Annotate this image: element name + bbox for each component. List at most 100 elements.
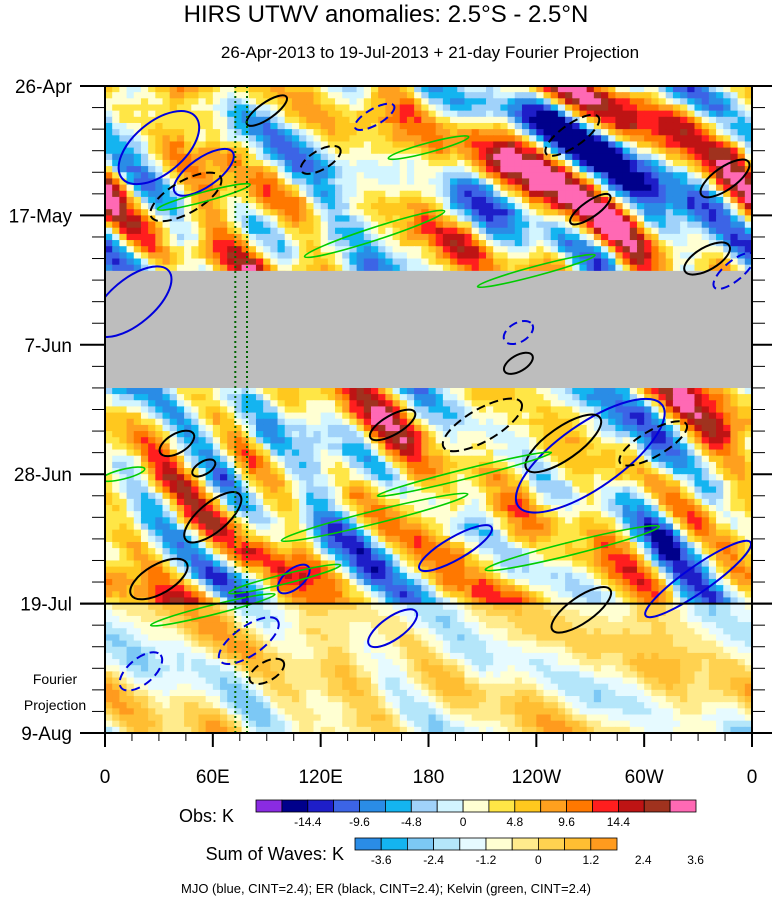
heatmap-cell	[486, 92, 494, 99]
heatmap-cell	[457, 172, 466, 180]
heatmap-cell	[263, 129, 271, 136]
heatmap-cell	[608, 104, 617, 112]
heatmap-cell	[140, 92, 149, 99]
heatmap-cell	[572, 184, 581, 192]
heatmap-cell	[342, 221, 351, 229]
heatmap-cell	[557, 394, 566, 401]
heatmap-cell	[248, 215, 257, 223]
heatmap-cell	[255, 135, 264, 143]
heatmap-cell	[737, 209, 746, 216]
heatmap-cell	[270, 227, 279, 235]
heatmap-cell	[622, 172, 631, 180]
heatmap-cell	[550, 264, 559, 272]
heatmap-cell	[737, 92, 746, 99]
heatmap-cell	[478, 153, 487, 161]
heatmap-cell	[493, 184, 501, 192]
heatmap-cell	[442, 221, 451, 229]
heatmap-cell	[737, 233, 746, 241]
heatmap-cell	[234, 400, 243, 408]
heatmap-cell	[536, 387, 545, 395]
heatmap-cell	[399, 246, 408, 253]
heatmap-cell	[291, 215, 300, 223]
heatmap-cell	[672, 203, 681, 210]
heatmap-cell	[450, 406, 458, 414]
heatmap-cell	[665, 233, 674, 241]
heatmap-cell	[471, 104, 480, 112]
heatmap-cell	[708, 246, 717, 253]
heatmap-cell	[399, 92, 408, 99]
heatmap-cell	[313, 92, 322, 99]
heatmap-cell	[622, 418, 631, 426]
heatmap-cell	[169, 209, 178, 216]
heatmap-cell	[572, 264, 581, 272]
heatmap-cell	[176, 166, 185, 173]
heatmap-cell	[557, 412, 566, 420]
heatmap-cell	[478, 215, 487, 223]
heatmap-cell	[198, 116, 207, 124]
heatmap-cell	[536, 215, 545, 223]
heatmap-cell	[148, 424, 156, 432]
heatmap-cell	[299, 209, 307, 216]
heatmap-cell	[378, 104, 386, 112]
heatmap-cell	[378, 178, 386, 186]
heatmap-cell	[493, 122, 501, 130]
heatmap-cell	[126, 400, 135, 408]
heatmap-cell	[651, 122, 660, 130]
heatmap-cell	[184, 110, 192, 118]
heatmap-cell	[442, 190, 451, 198]
heatmap-cell	[105, 184, 113, 192]
heatmap-cell	[220, 98, 228, 106]
heatmap-cell	[169, 406, 178, 414]
heatmap-cell	[629, 221, 638, 229]
heatmap-cell	[557, 227, 566, 235]
heatmap-cell	[723, 196, 732, 204]
heatmap-cell	[392, 104, 401, 112]
heatmap-cell	[730, 104, 739, 112]
heatmap-cell	[500, 129, 509, 136]
heatmap-cell	[356, 110, 365, 118]
heatmap-cell	[435, 172, 444, 180]
heatmap-cell	[220, 227, 228, 235]
heatmap-cell	[723, 166, 732, 173]
heatmap-cell	[550, 178, 559, 186]
heatmap-cell	[169, 246, 178, 253]
heatmap-cell	[601, 209, 609, 216]
heatmap-cell	[550, 159, 559, 167]
heatmap-cell	[327, 203, 336, 210]
heatmap-cell	[234, 258, 243, 266]
heatmap-cell	[744, 196, 752, 204]
heatmap-cell	[543, 178, 552, 186]
heatmap-cell	[155, 406, 164, 414]
heatmap-cell	[478, 406, 487, 414]
heatmap-cell	[471, 264, 480, 272]
heatmap-cell	[680, 203, 688, 210]
heatmap-cell	[450, 116, 458, 124]
heatmap-cell	[291, 221, 300, 229]
heatmap-cell	[140, 172, 149, 180]
heatmap-cell	[672, 387, 681, 395]
heatmap-cell	[335, 196, 343, 204]
heatmap-cell	[241, 129, 250, 136]
heatmap-cell	[205, 406, 214, 414]
heatmap-cell	[478, 246, 487, 253]
heatmap-cell	[299, 412, 307, 420]
heatmap-cell	[486, 203, 494, 210]
heatmap-cell	[370, 147, 379, 155]
heatmap-cell	[471, 387, 480, 395]
heatmap-cell	[672, 147, 681, 155]
heatmap-cell	[450, 92, 458, 99]
heatmap-cell	[730, 215, 739, 223]
heatmap-cell	[291, 172, 300, 180]
heatmap-cell	[442, 184, 451, 192]
heatmap-cell	[277, 264, 286, 272]
heatmap-cell	[349, 153, 358, 161]
heatmap-cell	[363, 159, 372, 167]
heatmap-cell	[155, 178, 164, 186]
heatmap-cell	[155, 135, 164, 143]
heatmap-cell	[737, 147, 746, 155]
heatmap-cell	[450, 129, 458, 136]
heatmap-cell	[478, 110, 487, 118]
heatmap-cell	[507, 141, 516, 149]
heatmap-cell	[615, 116, 624, 124]
heatmap-cell	[162, 394, 171, 401]
